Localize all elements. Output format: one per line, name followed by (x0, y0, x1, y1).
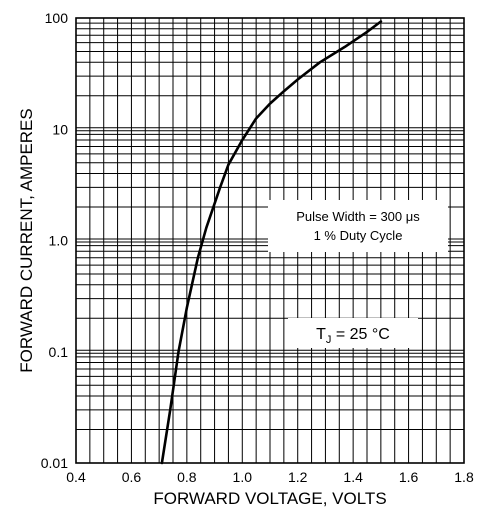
x-tick-labels: 0.4 0.6 0.8 1.0 1.2 1.4 1.6 1.8 (66, 469, 474, 485)
duty-cycle-annotation: 1 % Duty Cycle (314, 228, 403, 243)
x-tick-label: 1.6 (399, 469, 419, 485)
plot-frame (75, 17, 465, 464)
y-tick-label: 1.0 (49, 233, 69, 249)
tj-note-background (288, 318, 418, 348)
pulse-note-background (268, 200, 448, 252)
tj-subscript: J (326, 334, 332, 346)
x-tick-label: 0.6 (122, 469, 142, 485)
tj-suffix: = 25 °C (331, 326, 389, 343)
junction-temperature-annotation: TJ = 25 °C (316, 326, 390, 346)
pulse-width-annotation: Pulse Width = 300 μs (296, 209, 420, 224)
x-tick-label: 0.4 (66, 469, 86, 485)
x-tick-label: 1.0 (233, 469, 253, 485)
x-tick-label: 1.8 (454, 469, 474, 485)
y-tick-labels: 0.01 0.1 1.0 10 100 (41, 10, 68, 471)
x-tick-label: 1.2 (288, 469, 308, 485)
y-tick-label: 100 (45, 10, 69, 26)
x-axis-label: FORWARD VOLTAGE, VOLTS (153, 489, 386, 508)
x-tick-label: 0.8 (177, 469, 197, 485)
y-tick-label: 10 (52, 121, 68, 137)
tj-prefix: T (316, 326, 326, 343)
y-tick-label: 0.1 (49, 344, 69, 360)
y-axis-label: FORWARD CURRENT, AMPERES (17, 108, 36, 372)
x-tick-label: 1.4 (343, 469, 363, 485)
series-line (160, 20, 383, 465)
series-layer (160, 20, 383, 465)
y-tick-label: 0.01 (41, 455, 68, 471)
